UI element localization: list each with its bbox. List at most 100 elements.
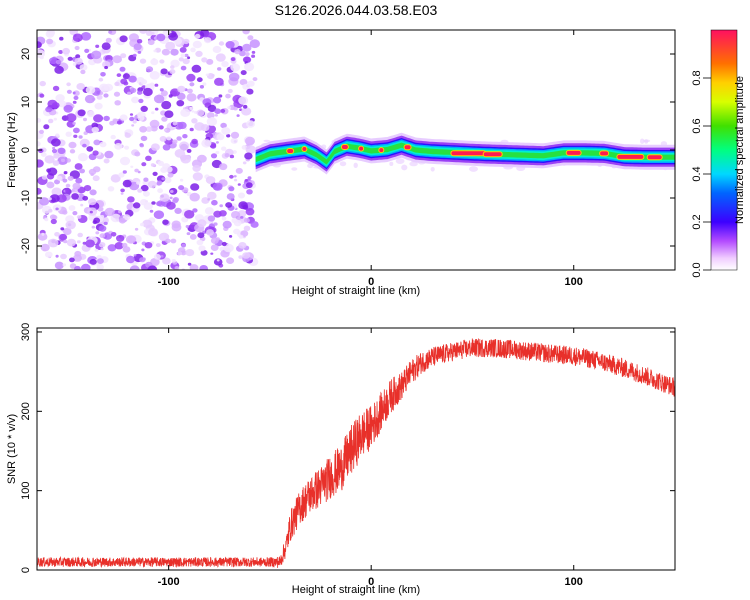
noise-blob bbox=[207, 215, 216, 222]
noise-blob bbox=[161, 177, 165, 181]
noise-blob bbox=[125, 235, 137, 244]
noise-blob bbox=[194, 33, 201, 39]
noise-blob bbox=[182, 38, 190, 45]
noise-blob bbox=[180, 108, 191, 118]
snr-plot: 0 100 200 300 -100 0 100 Height of straight l… bbox=[6, 323, 676, 596]
noise-blob bbox=[122, 246, 131, 253]
noise-blob bbox=[47, 99, 58, 109]
noise-blob bbox=[231, 217, 238, 224]
noise-blob bbox=[37, 187, 42, 195]
noise-blob bbox=[219, 163, 228, 171]
noise-blob bbox=[244, 152, 253, 160]
noise-blob bbox=[185, 249, 195, 257]
noise-blob bbox=[140, 184, 149, 192]
noise-blob bbox=[48, 208, 53, 213]
noise-blob bbox=[132, 120, 137, 124]
noise-blob bbox=[238, 242, 247, 249]
noise-blob bbox=[192, 40, 202, 49]
noise-blob bbox=[68, 205, 76, 211]
noise-blob bbox=[55, 254, 59, 258]
noise-blob bbox=[116, 234, 125, 242]
noise-blob bbox=[251, 50, 256, 54]
noise-blob bbox=[179, 47, 187, 53]
noise-blob bbox=[118, 210, 122, 214]
noise-blob bbox=[172, 139, 178, 144]
noise-blob bbox=[160, 68, 168, 75]
noise-blob bbox=[53, 117, 57, 121]
noise-blob bbox=[221, 241, 227, 247]
noise-blob bbox=[155, 243, 161, 248]
noise-blob bbox=[96, 90, 101, 95]
noise-blob bbox=[54, 232, 60, 237]
noise-blob bbox=[147, 180, 157, 189]
noise-blob bbox=[197, 154, 207, 163]
noise-blob bbox=[233, 175, 237, 178]
noise-blob bbox=[41, 232, 45, 236]
noise-blob bbox=[170, 48, 179, 56]
noise-blob bbox=[145, 66, 154, 73]
noise-blob bbox=[189, 264, 199, 270]
noise-blob bbox=[244, 52, 250, 57]
noise-blob bbox=[191, 64, 202, 73]
noise-blob bbox=[199, 265, 208, 270]
noise-blob bbox=[126, 255, 135, 264]
noise-blob bbox=[153, 253, 161, 260]
y-tick-label: 300 bbox=[20, 323, 32, 341]
noise-blob bbox=[238, 255, 243, 259]
noise-blob bbox=[242, 43, 252, 52]
noise-blob bbox=[44, 155, 55, 164]
noise-blob bbox=[45, 30, 55, 38]
noise-blob bbox=[215, 53, 226, 62]
noise-blob bbox=[247, 35, 254, 41]
noise-blob bbox=[230, 57, 236, 62]
haze-blob bbox=[339, 161, 347, 167]
noise-blob bbox=[77, 232, 83, 238]
noise-blob bbox=[65, 113, 77, 123]
noise-blob bbox=[129, 113, 134, 116]
noise-blob bbox=[156, 201, 163, 207]
noise-blob bbox=[103, 115, 110, 122]
noise-blob bbox=[89, 258, 97, 265]
noise-blob bbox=[160, 90, 168, 97]
noise-blob bbox=[114, 242, 124, 250]
y-tick-label: -10 bbox=[20, 190, 32, 206]
noise-blob bbox=[137, 90, 143, 95]
noise-blob bbox=[131, 124, 135, 127]
noise-blob bbox=[197, 219, 207, 228]
noise-blob bbox=[170, 190, 174, 193]
noise-blob bbox=[129, 265, 140, 270]
noise-blob bbox=[140, 105, 148, 112]
noise-blob bbox=[39, 80, 46, 87]
haze-blob bbox=[291, 167, 298, 171]
noise-blob bbox=[95, 231, 100, 235]
noise-blob bbox=[227, 88, 233, 94]
y-tick-label: 100 bbox=[20, 481, 32, 499]
noise-blob bbox=[119, 66, 126, 72]
haze-blob bbox=[644, 139, 649, 144]
noise-blob bbox=[217, 67, 222, 71]
noise-blob bbox=[213, 96, 222, 104]
noise-blob bbox=[120, 78, 128, 85]
noise-blob bbox=[92, 150, 99, 156]
noise-blob bbox=[83, 117, 87, 122]
noise-blob bbox=[45, 251, 53, 258]
noise-blob bbox=[221, 61, 229, 68]
noise-blob bbox=[67, 56, 73, 61]
noise-blob bbox=[107, 244, 117, 252]
noise-blob bbox=[219, 210, 227, 217]
ridge-band bbox=[255, 132, 675, 175]
noise-blob bbox=[144, 242, 153, 249]
noise-blob bbox=[182, 58, 190, 65]
noise-blob bbox=[171, 259, 176, 263]
haze-blob bbox=[469, 166, 478, 172]
noise-blob bbox=[229, 174, 234, 179]
noise-blob bbox=[174, 266, 180, 270]
noise-blob bbox=[160, 254, 164, 258]
noise-blob bbox=[216, 133, 225, 141]
noise-blob bbox=[118, 172, 125, 178]
noise-blob bbox=[52, 85, 60, 92]
noise-blob bbox=[100, 215, 105, 219]
x-tick-label: 0 bbox=[368, 276, 374, 288]
noise-blob bbox=[180, 53, 186, 58]
